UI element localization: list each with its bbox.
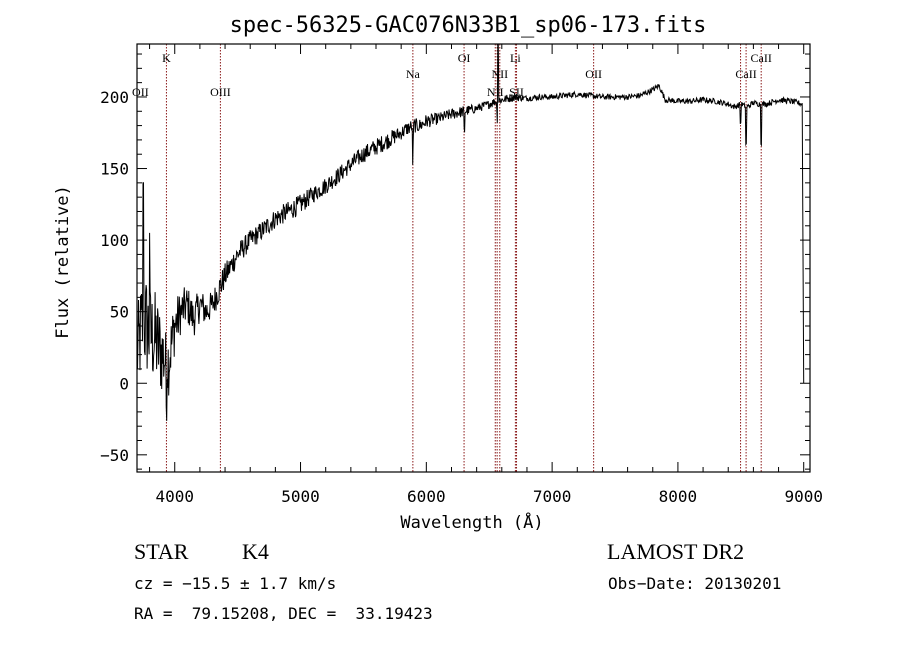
- x-tick-label: 9000: [784, 487, 823, 506]
- x-axis-ticks: 4000 5000 6000 7000 8000 9000: [149, 44, 823, 506]
- x-tick-label: 7000: [533, 487, 572, 506]
- line-annotation: OIII: [210, 85, 231, 99]
- y-axis-ticks: −50 0 50 100 150 200: [100, 53, 810, 470]
- plot-frame: [136, 43, 811, 473]
- coordinates: RA = 79.15208, DEC = 33.19423: [134, 604, 433, 623]
- redshift-value: cz = −15.5 ± 1.7 km/s: [134, 574, 337, 593]
- y-axis-label: Flux (relative): [53, 185, 73, 339]
- line-annotation: CaII: [735, 67, 756, 81]
- y-tick-label: 50: [110, 303, 129, 322]
- object-class: STAR: [134, 539, 189, 564]
- line-annotation: OII: [585, 67, 602, 81]
- line-annotation: CaII: [751, 51, 772, 65]
- x-tick-label: 4000: [155, 487, 194, 506]
- y-tick-label: 150: [100, 160, 129, 179]
- chart-title: spec-56325-GAC076N33B1_sp06-173.fits: [230, 13, 707, 38]
- line-annotation: Na: [406, 67, 421, 81]
- obs-date: Obs−Date: 20130201: [608, 574, 782, 593]
- line-annotation: Li: [510, 51, 521, 65]
- y-tick-label: −50: [100, 446, 129, 465]
- line-annotation: NII: [491, 67, 508, 81]
- line-annotation: OI: [458, 51, 471, 65]
- survey-name: LAMOST DR2: [607, 539, 745, 564]
- x-axis-label: Wavelength (Å): [400, 511, 543, 533]
- y-tick-label: 0: [119, 374, 129, 393]
- line-annotation: NII: [487, 85, 504, 99]
- y-tick-label: 200: [100, 88, 129, 107]
- emission-line-markers: [165, 44, 762, 472]
- line-annotation: K: [162, 51, 171, 65]
- x-tick-label: 6000: [407, 487, 446, 506]
- spectrum-line: [136, 43, 805, 421]
- x-tick-label: 5000: [281, 487, 320, 506]
- object-subclass: K4: [242, 539, 269, 564]
- x-tick-label: 8000: [659, 487, 698, 506]
- y-tick-label: 100: [100, 231, 129, 250]
- line-annotation: OII: [132, 85, 149, 99]
